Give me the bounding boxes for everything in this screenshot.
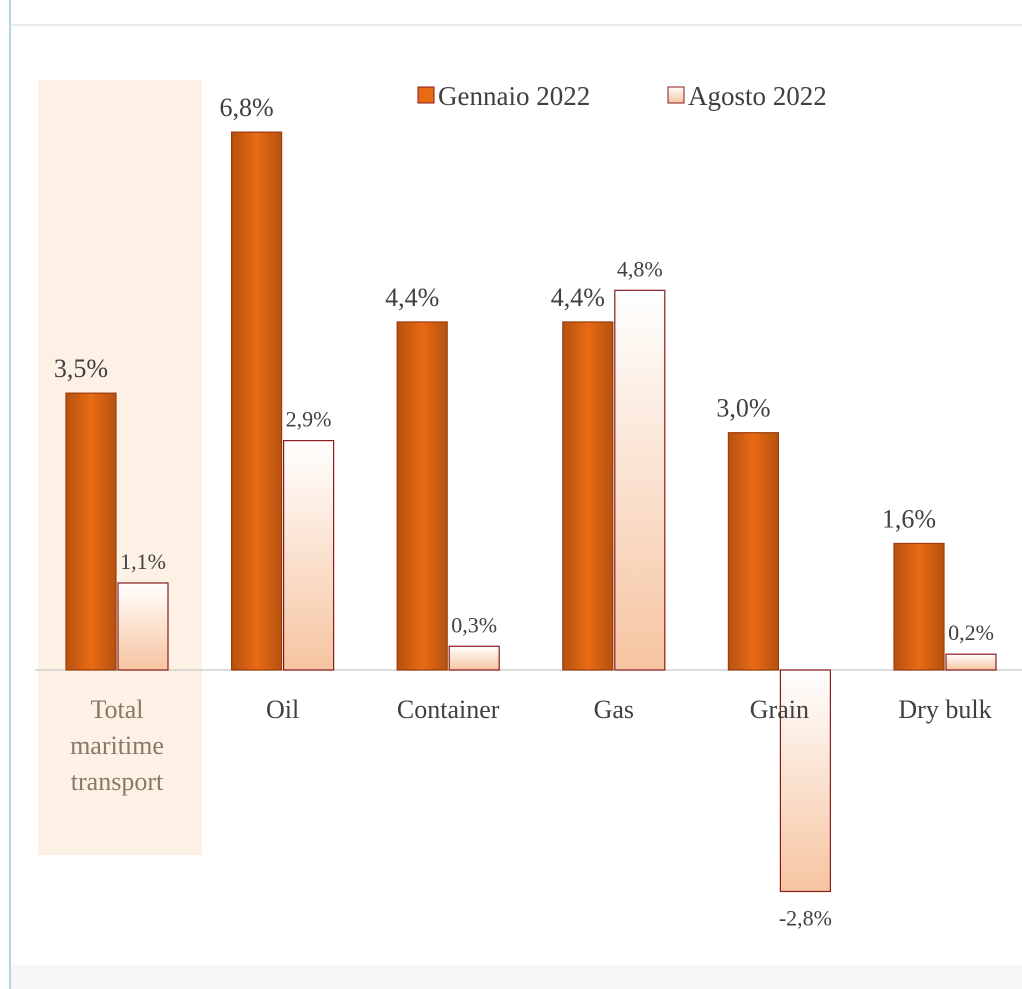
data-label: 3,5% [54, 354, 108, 383]
highlight-band [38, 80, 202, 855]
x-tick-label: Gas [593, 695, 635, 724]
data-label: 4,8% [617, 256, 663, 281]
data-label: 2,9% [286, 407, 332, 432]
data-label: 3,0% [716, 394, 770, 423]
legend-swatch [667, 86, 685, 104]
bar [117, 582, 169, 671]
footer-band [11, 965, 1022, 989]
data-label: 1,1% [120, 549, 166, 574]
data-label: 0,2% [948, 620, 994, 645]
x-tick-label: Grain [749, 695, 809, 724]
x-tick-label: Total maritime transport [70, 695, 164, 796]
x-tick-label: Oil [265, 695, 300, 724]
data-label: 4,4% [385, 283, 439, 312]
x-tick-label: Container [396, 695, 500, 724]
bar [893, 542, 945, 671]
bar [614, 289, 666, 671]
data-label: 6,8% [220, 93, 274, 122]
bar [779, 669, 832, 893]
bar [65, 392, 117, 671]
data-label: -2,8% [779, 905, 832, 930]
bar [448, 645, 500, 671]
bar [396, 321, 448, 671]
bar [945, 653, 997, 671]
legend-label: Agosto 2022 [688, 81, 827, 111]
legend-label: Gennaio 2022 [438, 81, 590, 111]
data-label: 0,3% [451, 612, 497, 637]
data-label: 1,6% [882, 504, 936, 533]
bar [727, 432, 780, 671]
bar [231, 131, 283, 671]
legend-swatch [417, 86, 435, 104]
x-tick-label: Dry bulk [898, 695, 992, 724]
bar [283, 440, 335, 671]
data-label: 4,4% [551, 283, 605, 312]
bar [562, 321, 614, 671]
